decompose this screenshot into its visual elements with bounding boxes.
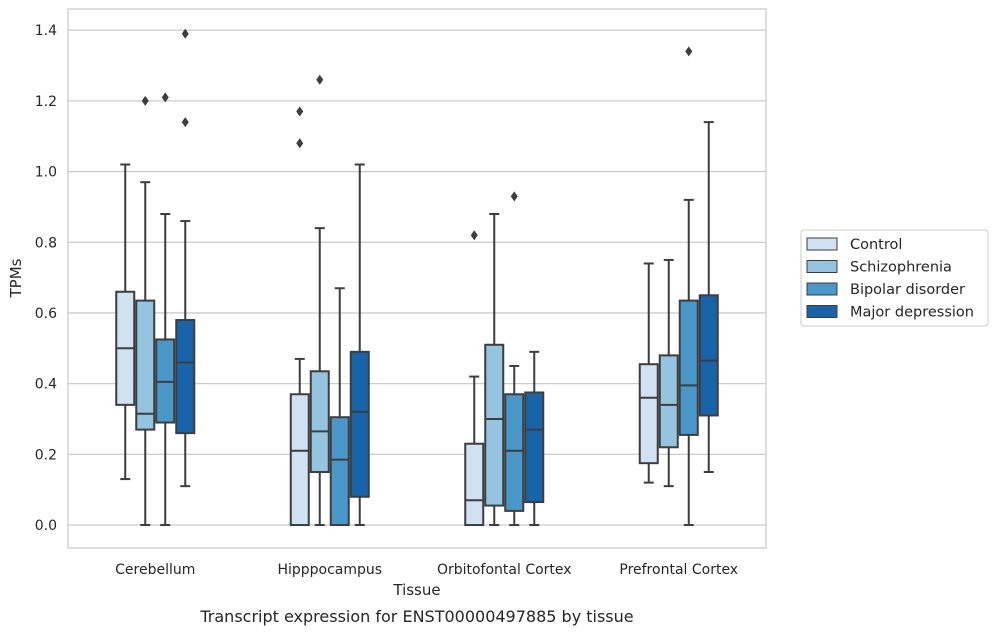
box-iqr (524, 391, 545, 504)
y-tick-label: 1.4 (35, 23, 57, 39)
outlier-point (316, 74, 324, 85)
box-iqr (349, 350, 370, 498)
outlier-point (181, 28, 189, 39)
y-tick-label: 0.8 (35, 235, 57, 251)
x-axis-ticks: Cerebellum Hipppocampus Orbitofontal Corte… (115, 562, 738, 578)
box-2-3 (524, 350, 545, 527)
x-tick-label: Orbitofontal Cortex (437, 562, 572, 578)
gridlines (68, 29, 766, 526)
y-axis-label: TPMs (7, 258, 25, 298)
box-iqr (309, 370, 330, 474)
outlier-point (685, 46, 693, 57)
outlier-point (181, 117, 189, 128)
box-2-1 (484, 212, 505, 527)
y-tick-label: 0.6 (35, 306, 57, 322)
box-2-2 (504, 191, 525, 527)
box-0-3 (175, 28, 196, 488)
y-tick-label: 0.4 (35, 377, 57, 393)
x-axis-label: Tissue (392, 581, 440, 599)
legend-swatch (806, 282, 838, 296)
outlier-point (141, 95, 149, 106)
legend-entry: Major depression (850, 305, 974, 321)
outlier-point (296, 106, 304, 117)
box-iqr (135, 299, 156, 431)
y-tick-label: 1.2 (35, 94, 57, 110)
box-1-1 (309, 74, 330, 527)
outlier-point (470, 230, 478, 241)
box-iqr (678, 299, 699, 436)
plot-frame (67, 8, 767, 549)
box-3-1 (658, 258, 679, 488)
outlier-point (296, 138, 304, 149)
box-iqr (638, 363, 659, 465)
box-iqr (329, 416, 350, 527)
legend-entry: Schizophrenia (850, 260, 952, 276)
box-iqr (175, 319, 196, 435)
box-1-2 (329, 287, 350, 527)
box-iqr (658, 354, 679, 449)
box-iqr (289, 393, 310, 527)
y-tick-label: 0.2 (35, 447, 57, 463)
chart-caption: Transcript expression for ENST0000049788… (199, 607, 633, 626)
legend-frame (800, 229, 989, 327)
box-1-0 (289, 106, 310, 527)
legend-swatch (806, 260, 838, 273)
box-1-3 (349, 163, 370, 527)
box-3-3 (698, 121, 719, 474)
box-0-1 (135, 95, 156, 527)
outlier-point (161, 92, 169, 103)
box-iqr (504, 393, 525, 512)
y-tick-label: 0.0 (35, 518, 57, 534)
box-iqr (484, 343, 505, 507)
legend-swatch (806, 237, 838, 251)
box-3-2 (678, 46, 699, 527)
box-0-0 (115, 163, 136, 481)
legend-entry: Bipolar disorder (850, 282, 965, 298)
box-iqr (464, 442, 485, 527)
x-tick-label: Prefrontal Cortex (619, 562, 738, 578)
box-0-2 (155, 92, 176, 527)
outlier-point (510, 191, 518, 202)
box-plot-area (115, 28, 719, 527)
y-tick-label: 1.0 (35, 165, 57, 181)
legend-swatch (806, 305, 838, 318)
x-tick-label: Cerebellum (115, 562, 195, 578)
box-2-0 (464, 230, 485, 527)
legend-entry: Control (850, 237, 902, 253)
box-3-0 (638, 262, 659, 484)
x-tick-label: Hipppocampus (277, 562, 382, 578)
box-iqr (698, 294, 719, 417)
y-axis-ticks: 0.0 0.2 0.4 0.6 0.8 1.0 1.2 1.4 (35, 23, 57, 534)
legend: Control Schizophrenia Bipolar disorder Majo… (800, 229, 989, 327)
